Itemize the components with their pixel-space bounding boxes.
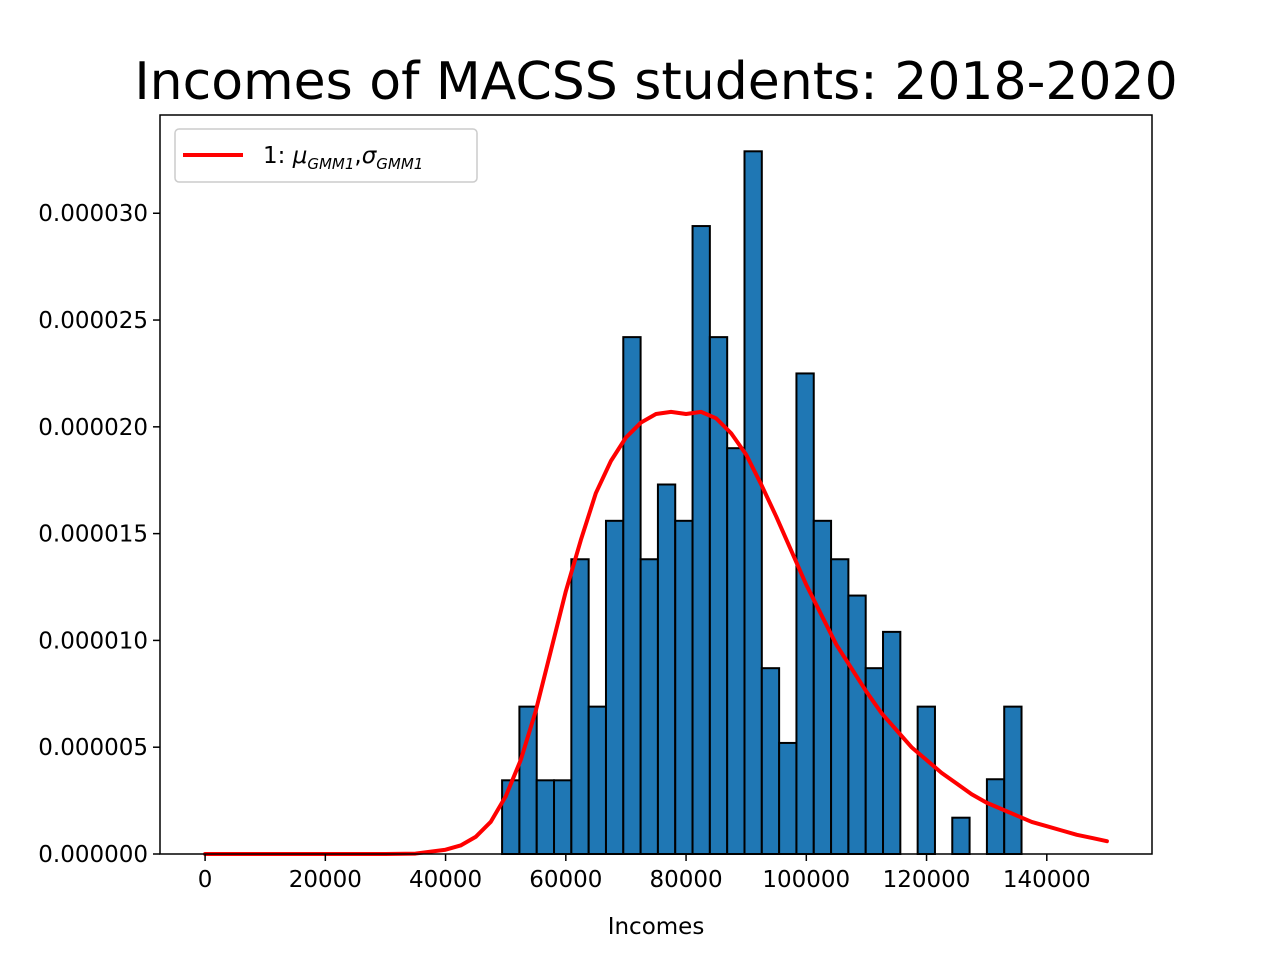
- x-tick-label: 140000: [1003, 867, 1091, 893]
- histogram-bar-26: [951, 816, 971, 856]
- x-tick-label: 0: [198, 867, 213, 893]
- histogram-bar-4: [570, 558, 590, 855]
- histogram-bars: [501, 150, 1023, 856]
- histogram-bar-16: [778, 741, 798, 855]
- histogram-bar-7: [622, 336, 642, 855]
- histogram-bar-24: [916, 705, 936, 855]
- histogram-bar-5: [587, 705, 607, 855]
- y-tick-label: 0.000030: [38, 201, 148, 227]
- y-tick-label: 0.000000: [38, 842, 148, 868]
- y-tick-label: 0.000015: [38, 522, 148, 548]
- x-tick-label: 120000: [883, 867, 971, 893]
- histogram-bar-0: [501, 779, 521, 855]
- histogram-bar-28: [985, 778, 1006, 855]
- histogram-bar-20: [847, 594, 867, 855]
- x-axis-label: Incomes: [608, 914, 705, 940]
- y-tick-label: 0.000020: [38, 415, 148, 441]
- histogram-bar-6: [604, 519, 625, 855]
- x-tick-label: 40000: [409, 867, 482, 893]
- y-axis-ticks: 0.000000 0.000005 0.000010 0.000015 0.000020…: [38, 201, 160, 868]
- x-tick-label: 100000: [762, 867, 850, 893]
- legend-entry-text: 1: μGMM1,σGMM1: [263, 143, 423, 173]
- legend-prefix: 1:: [263, 143, 293, 169]
- histogram-bar-13: [726, 447, 746, 855]
- density-curve-layer: [203, 409, 1109, 856]
- legend: 1: μGMM1,σGMM1: [174, 128, 478, 183]
- histogram-bar-29: [1003, 705, 1023, 855]
- legend-sigma-subscript: GMM1: [376, 155, 423, 173]
- histogram-bar-11: [691, 225, 711, 855]
- legend-mu-symbol: μ: [292, 143, 308, 169]
- histogram-bar-2: [535, 779, 556, 855]
- legend-separator: ,: [354, 143, 361, 169]
- x-tick-label: 80000: [649, 867, 722, 893]
- histogram-bar-3: [553, 779, 573, 855]
- histogram-bar-19: [830, 558, 850, 855]
- legend-mu-subscript: GMM1: [307, 155, 354, 173]
- y-tick-label: 0.000010: [38, 628, 148, 654]
- y-tick-label: 0.000005: [38, 735, 148, 761]
- x-axis-ticks: 0 20000 40000 60000 80000 100000 120000 140000: [198, 854, 1091, 893]
- x-tick-label: 60000: [529, 867, 602, 893]
- histogram-bar-22: [882, 630, 902, 855]
- histogram-bar-1: [518, 705, 538, 855]
- histogram-bar-8: [639, 558, 659, 855]
- plot-frame: [159, 114, 1153, 855]
- histogram-bar-14: [743, 150, 763, 855]
- histogram-bar-9: [656, 483, 677, 855]
- histogram-bar-17: [795, 372, 815, 855]
- y-tick-label: 0.000025: [38, 308, 148, 334]
- histogram-bar-10: [674, 519, 694, 855]
- x-tick-label: 20000: [289, 867, 362, 893]
- density-curve-0: [203, 409, 1109, 856]
- chart-title: Incomes of MACSS students: 2018-2020: [134, 52, 1177, 112]
- histogram-bar-18: [812, 519, 833, 855]
- legend-sigma-symbol: σ: [362, 143, 378, 169]
- histogram-bar-15: [760, 667, 781, 855]
- legend-box: [174, 128, 478, 183]
